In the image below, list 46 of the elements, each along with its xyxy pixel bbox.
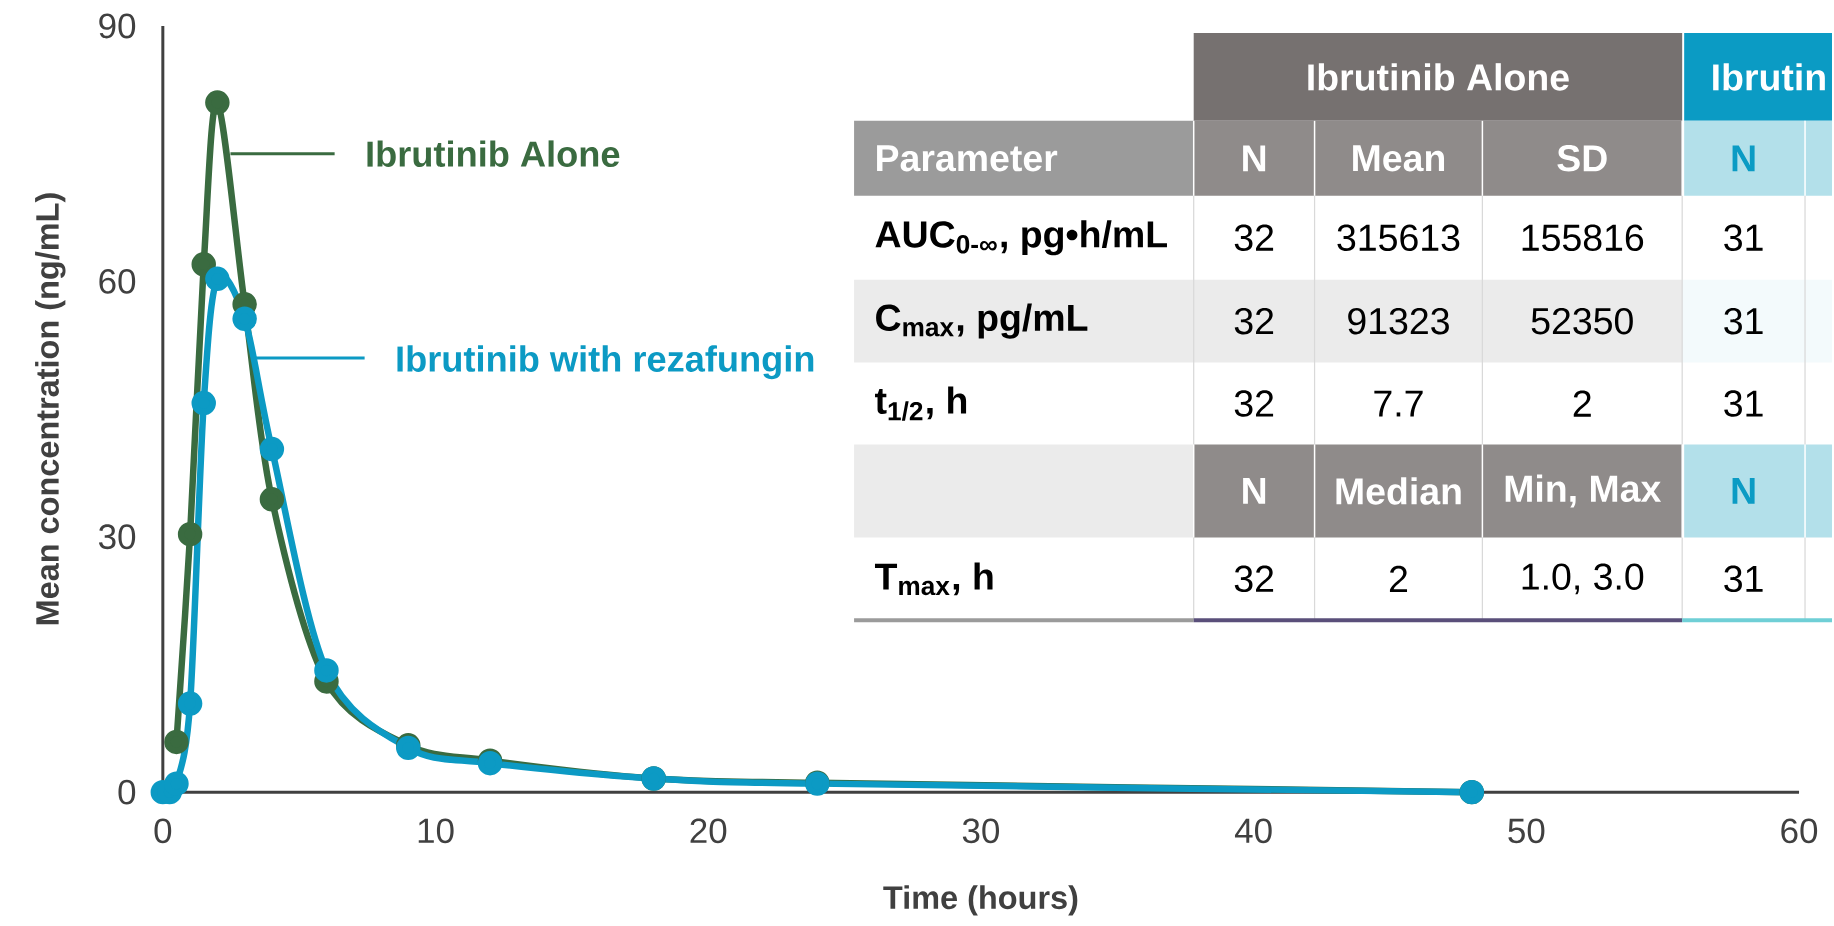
annotation: N	[1732, 477, 1755, 504]
annotation: AUC$_{0-∞}$, pg•h/mL	[875, 220, 1167, 256]
y-axis-title: Mean concentration (ng/mL)	[35, 193, 66, 625]
annotation: 2	[1389, 565, 1408, 592]
annotation: t$_{1/2}$, h	[875, 386, 967, 421]
annotation: 31	[1724, 390, 1763, 417]
annotation: Ibrutin	[1713, 62, 1825, 91]
x-tick-label: 40	[1234, 818, 1272, 844]
x-tick-label: 0	[154, 818, 172, 844]
y-tick-label: 30	[98, 524, 136, 549]
annotation: Parameter	[877, 145, 1058, 172]
annotation: 31	[1724, 307, 1763, 335]
legend-label: Ibrutinib with rezafungin	[397, 345, 814, 380]
annotation: Ibrutinib Alone	[1308, 62, 1569, 91]
annotation: 91323	[1348, 307, 1449, 335]
y-tick-label: 90	[99, 13, 136, 39]
annotation: SD	[1557, 144, 1607, 172]
annotation: 155816	[1522, 224, 1644, 251]
annotation: 315613	[1337, 224, 1460, 251]
y-tick-label: 0	[118, 779, 136, 805]
annotation: Median	[1336, 477, 1461, 505]
annotation: N	[1732, 145, 1755, 172]
annotation: C$_{max}$, pg/mL	[876, 303, 1088, 339]
annotation: 31	[1724, 565, 1763, 592]
annotation: 32	[1234, 390, 1274, 417]
x-tick-label: 50	[1508, 818, 1545, 844]
annotation: T$_{max}$, h	[874, 562, 993, 596]
annotation: 32	[1234, 565, 1274, 592]
annotation: 1.0, 3.0	[1522, 563, 1644, 595]
annotation: N	[1243, 477, 1266, 504]
x-tick-label: 30	[962, 818, 1000, 844]
annotation: 32	[1234, 307, 1274, 335]
annotation: 32	[1234, 224, 1274, 251]
annotation: Mean	[1353, 145, 1445, 172]
legend-label: Ibrutinib Alone	[367, 140, 620, 167]
annotation: 31	[1724, 224, 1763, 251]
annotation: N	[1243, 145, 1266, 172]
x-tick-label: 10	[418, 818, 454, 844]
annotation: 2	[1573, 390, 1591, 417]
annotation: 7.7	[1374, 390, 1423, 417]
x-tick-label: 20	[690, 818, 727, 844]
y-tick-label: 60	[99, 268, 136, 294]
x-axis-title: Time (hours)	[883, 885, 1078, 916]
annotation: Min, Max	[1505, 474, 1662, 508]
x-tick-label: 60	[1781, 818, 1818, 844]
annotation: 52350	[1531, 307, 1633, 335]
